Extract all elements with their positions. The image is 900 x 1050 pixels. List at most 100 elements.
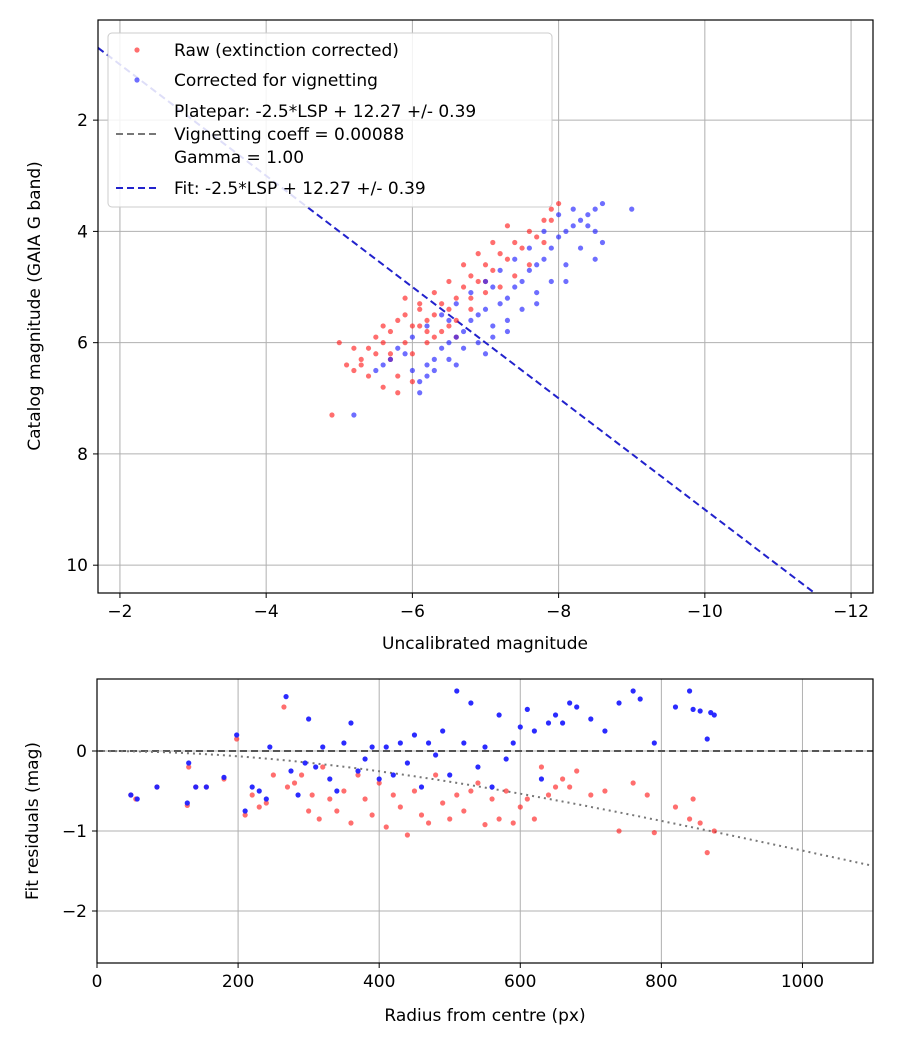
raw-residual-point — [482, 822, 488, 828]
corrected-point — [599, 239, 606, 246]
corrected-residual-point — [510, 740, 516, 746]
raw-residual-point — [284, 784, 291, 790]
raw-point — [475, 251, 481, 257]
raw-point — [526, 228, 532, 234]
corrected-point — [563, 228, 569, 234]
legend-label-fit: Fit: -2.5*LSP + 12.27 +/- 0.39 — [174, 179, 426, 199]
corrected-point — [446, 317, 452, 324]
corrected-point — [563, 278, 569, 285]
raw-residual-point — [496, 816, 502, 822]
raw-residual-point — [531, 816, 537, 822]
raw-residual-point — [461, 808, 467, 814]
corrected-point — [577, 245, 584, 251]
corrected-point — [490, 334, 496, 340]
corrected-point — [541, 228, 547, 234]
corrected-point — [490, 323, 496, 329]
raw-residual-point — [672, 804, 679, 810]
bottom-points — [128, 688, 717, 856]
top-y-tick-label: 4 — [77, 222, 88, 242]
raw-point — [548, 217, 554, 223]
corrected-residual-point — [348, 720, 354, 726]
raw-residual-point — [376, 780, 382, 786]
raw-residual-point — [348, 820, 354, 826]
raw-residual-point — [341, 788, 347, 794]
raw-residual-point — [242, 812, 248, 818]
corrected-residual-point — [334, 788, 340, 794]
raw-residual-point — [309, 792, 315, 798]
raw-point — [336, 340, 342, 346]
bottom-x-tick-label: 600 — [504, 972, 536, 992]
corrected-residual-point — [283, 694, 289, 700]
corrected-point — [556, 234, 562, 240]
corrected-point — [563, 262, 569, 268]
raw-point — [365, 345, 372, 351]
corrected-residual-point — [320, 744, 326, 750]
top-x-tick-label: −6 — [400, 602, 425, 622]
raw-point — [541, 217, 547, 223]
magnitude-calibration-plot: −2 −4 −6 −8 −10 −12 2 4 6 8 10 Uncalibrated magnit… — [25, 19, 874, 654]
corrected-point — [504, 328, 511, 335]
top-ticks: −2 −4 −6 −8 −10 −12 2 4 6 8 10 — [66, 111, 869, 622]
raw-point — [453, 317, 459, 324]
corrected-residual-point — [517, 724, 523, 730]
raw-residual-point — [281, 704, 287, 710]
raw-point — [482, 289, 489, 296]
raw-residual-point — [697, 820, 703, 826]
corrected-point — [373, 367, 379, 374]
bottom-x-tick-label: 800 — [645, 972, 677, 992]
raw-residual-point — [383, 824, 389, 830]
corrected-residual-point — [616, 700, 622, 706]
raw-point — [526, 262, 532, 268]
corrected-residual-point — [418, 784, 425, 790]
corrected-point — [446, 356, 452, 362]
corrected-residual-point — [288, 768, 294, 774]
corrected-residual-point — [128, 792, 134, 798]
corrected-point — [453, 301, 459, 307]
corrected-point — [460, 328, 467, 335]
corrected-point — [585, 212, 591, 218]
raw-point — [541, 239, 547, 246]
corrected-residual-point — [193, 784, 199, 790]
raw-residual-point — [616, 828, 622, 834]
raw-point — [431, 312, 437, 318]
corrected-residual-point — [313, 764, 319, 770]
bottom-axes-frame — [96, 678, 874, 964]
corrected-point — [351, 412, 357, 418]
raw-residual-point — [291, 780, 298, 786]
raw-point — [497, 251, 503, 257]
corrected-residual-point — [468, 700, 474, 706]
raw-point — [417, 301, 423, 307]
raw-point — [453, 295, 459, 301]
raw-point — [351, 367, 357, 374]
corrected-point — [512, 256, 518, 262]
raw-point — [417, 323, 423, 329]
corrected-point — [512, 284, 518, 290]
raw-point — [424, 317, 430, 324]
corrected-point — [395, 345, 401, 351]
corrected-residual-point — [234, 732, 240, 738]
corrected-point — [556, 212, 562, 218]
corrected-point — [439, 312, 445, 318]
corrected-point — [475, 312, 481, 318]
corrected-point — [482, 351, 489, 357]
corrected-point — [519, 278, 525, 285]
raw-point — [556, 200, 562, 207]
corrected-residual-point — [404, 760, 410, 766]
top-x-tick-label: −12 — [833, 602, 869, 622]
raw-point — [548, 206, 554, 212]
corrected-residual-point — [447, 772, 453, 778]
bottom-x-tick-label: 0 — [92, 972, 103, 992]
corrected-point — [570, 223, 576, 229]
top-axes-frame — [97, 19, 874, 594]
raw-residual-point — [468, 788, 474, 794]
corrected-point — [417, 379, 423, 385]
raw-residual-point — [418, 812, 425, 818]
raw-residual-point — [630, 780, 636, 786]
raw-point — [365, 373, 372, 379]
vignetting-curve — [97, 750, 873, 867]
top-y-tick-label: 8 — [77, 445, 88, 465]
top-fit-line — [98, 47, 817, 593]
raw-residual-point — [298, 772, 305, 778]
corrected-residual-point — [242, 808, 248, 814]
